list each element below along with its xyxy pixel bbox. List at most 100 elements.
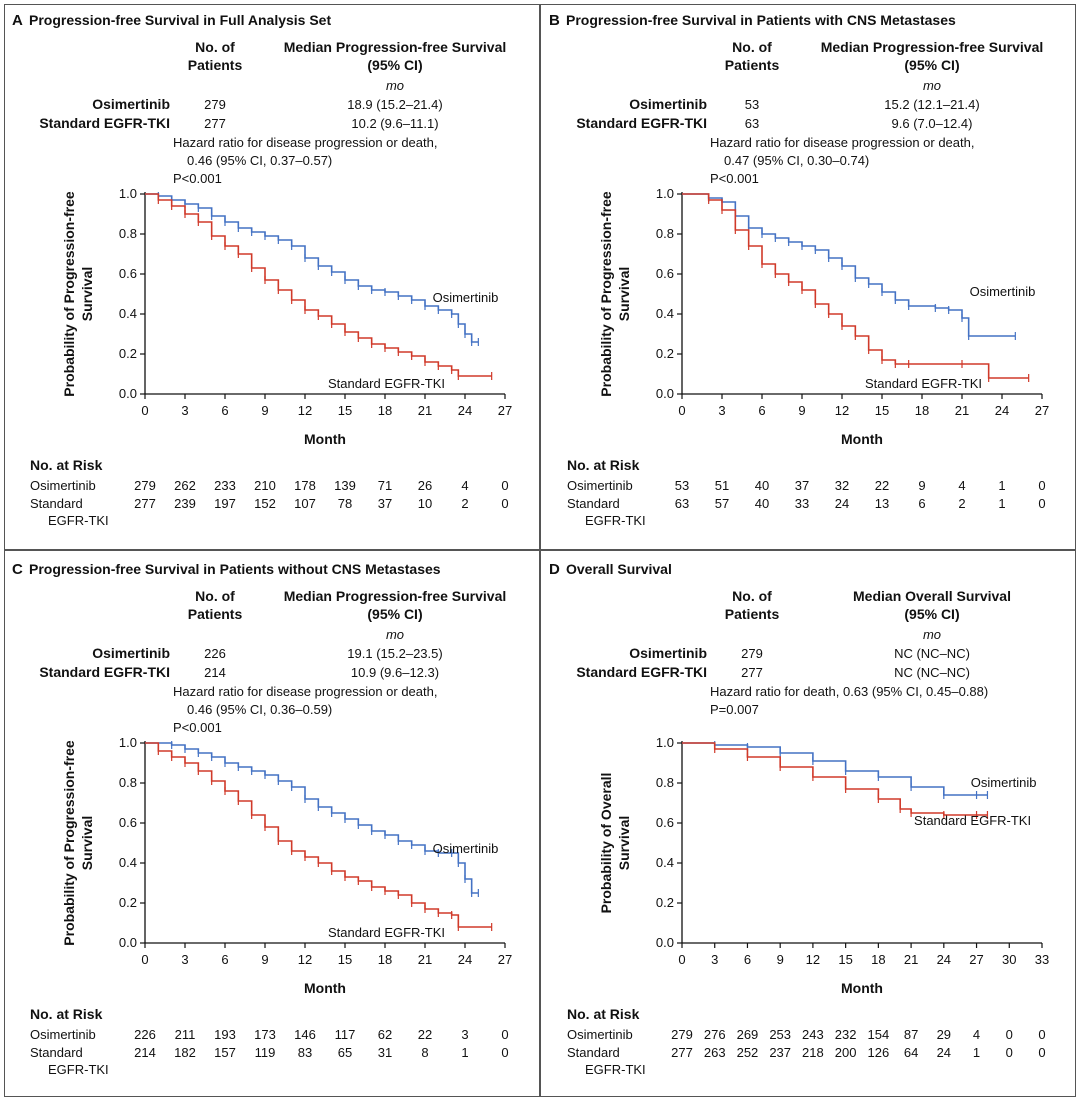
panel-d-y-tick-label: 0.8 xyxy=(656,775,674,790)
panel-b-x-tick-label: 27 xyxy=(1035,403,1049,418)
panel-d-letter: D xyxy=(549,561,560,578)
panel-a-x-tick-label: 24 xyxy=(458,403,472,418)
panel-b-risk-osi-value: 22 xyxy=(875,478,889,493)
panel-b-x-tick-label: 6 xyxy=(758,403,765,418)
panel-d-mo-label: mo xyxy=(923,627,941,642)
panel-d-risk-std-value: 126 xyxy=(868,1045,890,1060)
panel-c-label-osimertinib: Osimertinib xyxy=(433,841,499,856)
panel-a-col-median-2: (95% CI) xyxy=(367,57,422,73)
panel-divider-horizontal xyxy=(4,549,1076,551)
panel-c-risk-std-value: 214 xyxy=(134,1045,156,1060)
panel-a-risk-osi-value: 262 xyxy=(174,478,196,493)
panel-d-hr-line: P=0.007 xyxy=(710,702,759,717)
panel-b-row-name: Standard EGFR-TKI xyxy=(576,115,707,131)
panel-a-hr-line: P<0.001 xyxy=(173,171,222,186)
panel-a-risk-std-value: 239 xyxy=(174,496,196,511)
panel-a-risk-std-value: 0 xyxy=(501,496,508,511)
panel-divider-vertical xyxy=(539,4,541,1097)
panel-d-x-tick-label: 21 xyxy=(904,952,918,967)
panel-a-x-tick-label: 12 xyxy=(298,403,312,418)
panel-c-row-name: Osimertinib xyxy=(92,645,170,661)
panel-d-col-patients-1: No. of xyxy=(732,588,772,604)
panel-d-risk-osi-value: 243 xyxy=(802,1027,824,1042)
panel-c-row-n: 226 xyxy=(204,646,226,661)
panel-d-col-patients-2: Patients xyxy=(725,606,780,622)
panel-d-row-name: Osimertinib xyxy=(629,645,707,661)
panel-c-row-n: 214 xyxy=(204,665,226,680)
panel-c-mo-label: mo xyxy=(386,627,404,642)
panel-b-y-tick-label: 1.0 xyxy=(656,186,674,201)
panel-b-risk-osi-value: 37 xyxy=(795,478,809,493)
panel-a-label-osimertinib: Osimertinib xyxy=(433,290,499,305)
panel-a-col-median-1: Median Progression-free Survival xyxy=(284,39,507,55)
panel-d-risk-osi-value: 4 xyxy=(973,1027,980,1042)
panel-b-hr-line: P<0.001 xyxy=(710,171,759,186)
panel-c-risk-std-value: 1 xyxy=(461,1045,468,1060)
panel-a-y-tick-label: 0.2 xyxy=(119,346,137,361)
panel-b-row-n: 63 xyxy=(745,116,759,131)
panel-d-risk-title: No. at Risk xyxy=(567,1006,640,1022)
panel-d-label-osimertinib: Osimertinib xyxy=(971,775,1037,790)
panel-c-risk-std-value: 182 xyxy=(174,1045,196,1060)
panel-b-row-name: Osimertinib xyxy=(629,96,707,112)
panel-a-x-tick-label: 27 xyxy=(498,403,512,418)
panel-a-risk-std-value: 197 xyxy=(214,496,236,511)
panel-a-risk-std-value: 107 xyxy=(294,496,316,511)
panel-b-y-axis-title-1: Probability of Progression-free xyxy=(598,191,614,397)
panel-d-x-tick-label: 0 xyxy=(678,952,685,967)
panel-d-y-tick-label: 1.0 xyxy=(656,735,674,750)
panel-c-x-tick-label: 3 xyxy=(181,952,188,967)
panel-c-y-tick-label: 0.6 xyxy=(119,815,137,830)
panel-d-x-axis-title: Month xyxy=(841,980,883,996)
panel-a-row-median: 10.2 (9.6–11.1) xyxy=(351,116,438,131)
panel-a-series-osimertinib-line xyxy=(145,193,479,343)
panel-a-risk-osi-value: 26 xyxy=(418,478,432,493)
panel-c-risk-label-standard-2: EGFR-TKI xyxy=(48,1062,109,1077)
panel-b-y-axis-title-2: Survival xyxy=(616,267,632,321)
panel-b-letter: B xyxy=(549,12,560,29)
panel-c-x-tick-label: 6 xyxy=(221,952,228,967)
panel-a-hr-line: 0.46 (95% CI, 0.37–0.57) xyxy=(187,153,332,168)
panel-b-risk-osi-value: 9 xyxy=(918,478,925,493)
panel-c-risk-label-standard-1: Standard xyxy=(30,1045,83,1060)
panel-b-risk-osi-value: 32 xyxy=(835,478,849,493)
panel-a-risk-std-value: 10 xyxy=(418,496,432,511)
panel-a-risk-osi-value: 210 xyxy=(254,478,276,493)
panel-b-x-tick-label: 12 xyxy=(835,403,849,418)
panel-b-x-tick-label: 0 xyxy=(678,403,685,418)
panel-a-y-axis-title-1: Probability of Progression-free xyxy=(61,191,77,397)
panel-c-col-median-2: (95% CI) xyxy=(367,606,422,622)
panel-b-x-tick-label: 3 xyxy=(718,403,725,418)
panel-c-x-tick-label: 9 xyxy=(261,952,268,967)
panel-c-col-patients-2: Patients xyxy=(188,606,243,622)
panel-a-x-tick-label: 6 xyxy=(221,403,228,418)
panel-a-risk-osi-value: 0 xyxy=(501,478,508,493)
panel-d-risk-osi-value: 154 xyxy=(868,1027,890,1042)
panel-b-label-osimertinib: Osimertinib xyxy=(970,284,1036,299)
panel-b-x-tick-label: 18 xyxy=(915,403,929,418)
panel-c-hr-line: 0.46 (95% CI, 0.36–0.59) xyxy=(187,702,332,717)
panel-b-x-axis-title: Month xyxy=(841,431,883,447)
panel-a-x-axis-title: Month xyxy=(304,431,346,447)
panel-d-risk-std-value: 237 xyxy=(769,1045,791,1060)
panel-d-risk-std-value: 0 xyxy=(1006,1045,1013,1060)
panel-a-risk-title: No. at Risk xyxy=(30,457,103,473)
panel-b-y-tick-label: 0.0 xyxy=(656,386,674,401)
panel-a-x-tick-label: 15 xyxy=(338,403,352,418)
panel-b-risk-std-value: 2 xyxy=(958,496,965,511)
panel-c-risk-title: No. at Risk xyxy=(30,1006,103,1022)
panel-c-x-tick-label: 12 xyxy=(298,952,312,967)
panel-d-row-median: NC (NC–NC) xyxy=(894,665,970,680)
panel-d-series-osimertinib-line xyxy=(682,742,988,796)
panel-c-row-name: Standard EGFR-TKI xyxy=(39,664,170,680)
panel-a-x-tick-label: 21 xyxy=(418,403,432,418)
panel-d-series-standard-line xyxy=(682,742,988,816)
panel-c-letter: C xyxy=(12,561,23,578)
panel-c-y-axis-title-1: Probability of Progression-free xyxy=(61,740,77,946)
panel-c-x-axis-title: Month xyxy=(304,980,346,996)
panel-a-x-tick-label: 9 xyxy=(261,403,268,418)
panel-c-risk-std-value: 119 xyxy=(255,1045,276,1060)
panel-c-row-median: 19.1 (15.2–23.5) xyxy=(347,646,442,661)
panel-d-col-median-1: Median Overall Survival xyxy=(853,588,1011,604)
panel-b-risk-std-value: 13 xyxy=(875,496,889,511)
